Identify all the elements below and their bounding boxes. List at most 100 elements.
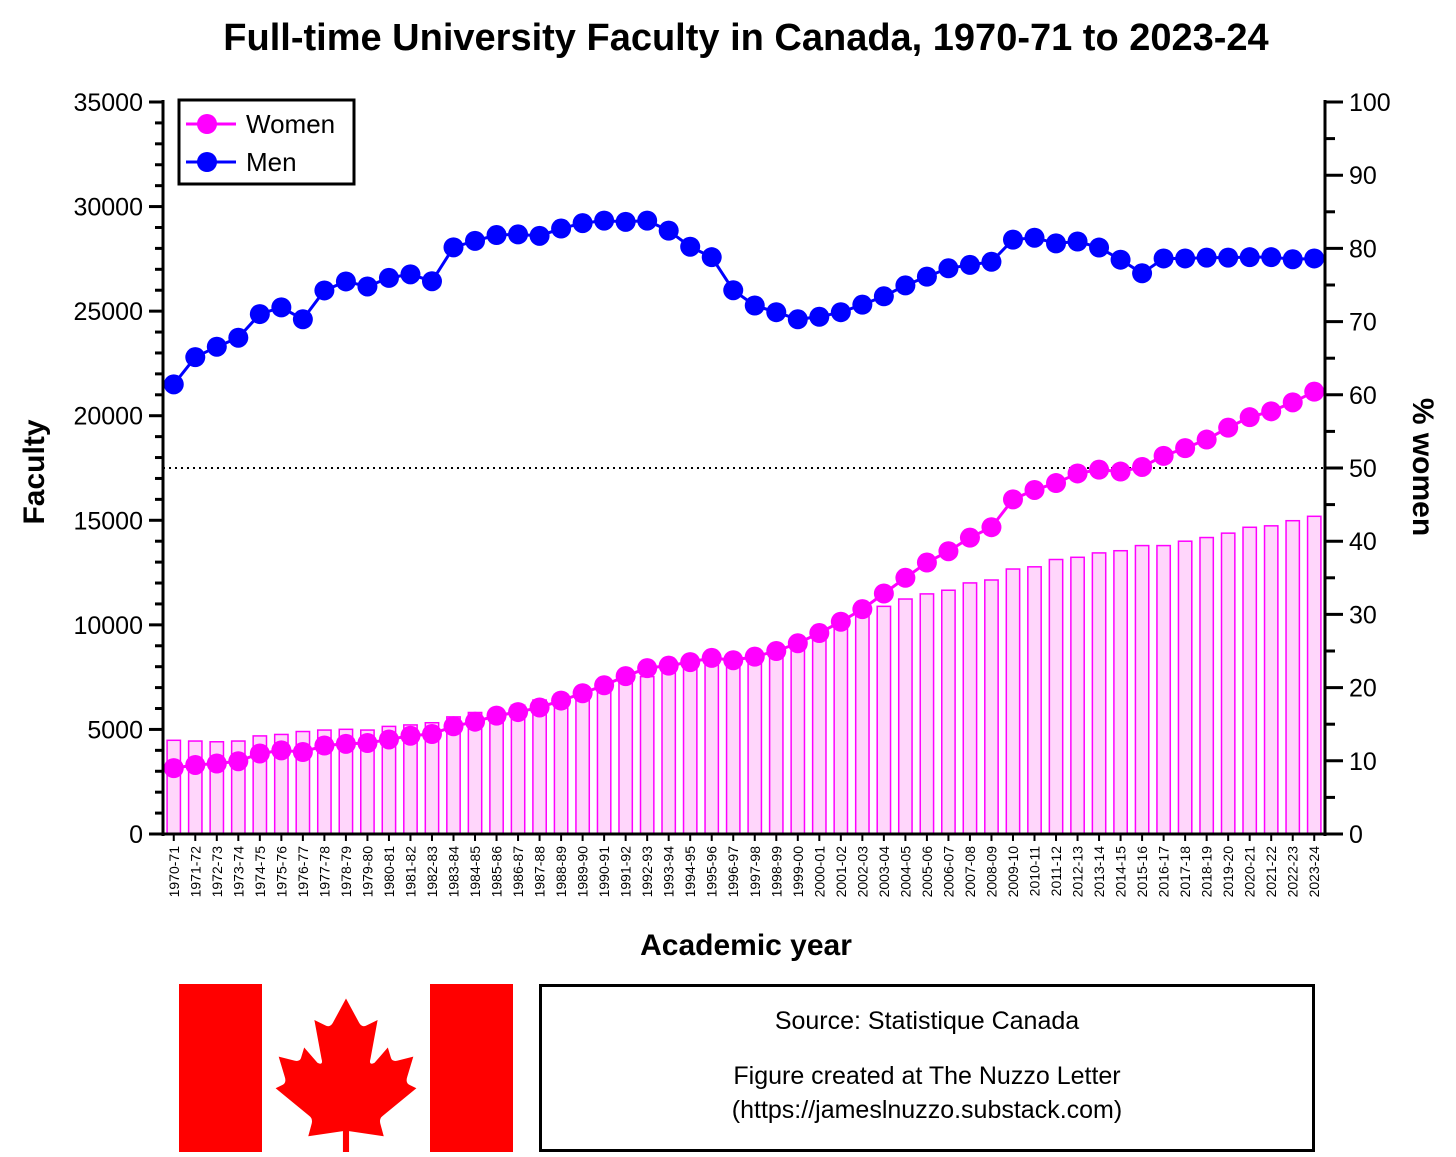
data-point-women [249,743,270,764]
data-point-women [465,711,486,732]
bar-pct-women [682,663,698,835]
data-point-men [744,295,765,316]
x-axis-tick-label: 2018-19 [1199,846,1215,898]
bar-pct-women [1005,568,1021,835]
x-axis-tick-label: 1981-82 [402,846,418,898]
data-point-men [1218,247,1239,268]
x-axis-tick-label: 2005-06 [919,846,935,898]
data-point-women [1261,401,1282,422]
data-point-men [421,271,442,292]
data-point-men [916,266,937,287]
data-point-women [1024,479,1045,500]
data-point-women [852,599,873,620]
data-point-women [873,583,894,604]
x-axis-tick-label: 2016-17 [1156,846,1172,898]
x-axis-tick-label: 1984-85 [467,846,483,898]
data-point-men [508,224,529,245]
x-axis-tick-label: 1982-83 [424,846,440,898]
x-axis-tick-label: 1977-78 [316,846,332,898]
x-axis-tick-label: 2003-04 [876,846,892,898]
data-point-men [1304,248,1325,269]
left-axis-label: Faculty [18,419,51,524]
data-point-men [1046,233,1067,254]
legend-men-label: Men [246,147,297,177]
bar-pct-women [962,582,978,835]
bar-pct-women [510,704,526,835]
data-point-women [895,567,916,588]
data-point-men [787,309,808,330]
data-point-men [551,218,572,239]
data-point-men [615,211,636,232]
bar-pct-women [1177,540,1193,835]
right-axis-tick-label: 30 [1349,601,1377,629]
data-point-men [314,280,335,301]
bar-pct-women [1091,552,1107,835]
data-point-women [916,552,937,573]
x-axis-tick-label: 1973-74 [230,846,246,898]
flag-right-band [430,984,513,1152]
bar-pct-women [1285,519,1301,835]
data-point-men [1110,249,1131,270]
source-box: Source: Statistique Canada Figure create… [539,984,1315,1152]
x-axis-tick-label: 2014-15 [1113,846,1129,898]
bar-pct-women [1134,544,1150,835]
data-point-men [206,336,227,357]
chart-area: Full-time University Faculty in Canada, … [18,17,1439,962]
x-axis-tick-label: 1994-95 [682,846,698,898]
x-axis-tick-label: 1988-89 [553,846,569,898]
data-point-men [228,327,249,348]
x-axis-tick-label: 1989-90 [575,846,591,898]
bar-pct-women [811,636,827,835]
data-point-women [1218,417,1239,438]
bar-pct-women [1070,556,1085,835]
bar-pct-women [1263,525,1279,835]
bar-pct-women [553,693,569,835]
bar-pct-women [1113,549,1128,835]
data-point-men [1282,249,1303,270]
x-axis-tick-label: 1992-93 [639,846,655,898]
credit-line-2: (https://jameslnuzzo.substack.com) [731,1096,1123,1124]
bar-pct-women [661,669,677,835]
flag-left-band [179,984,262,1152]
data-point-men [1089,237,1110,258]
data-point-women [1282,392,1303,413]
data-point-women [508,702,529,723]
bar-pct-women [575,686,591,835]
bar-pct-women [489,708,504,835]
bar-pct-women [1156,544,1172,835]
x-axis-tick-label: 2002-03 [854,846,870,898]
x-axis-tick-label: 2021-22 [1263,846,1279,898]
data-point-men [1175,248,1196,269]
x-axis-tick-label: 1972-73 [209,846,225,898]
left-axis-tick-label: 0 [129,821,143,849]
data-point-men [357,276,378,297]
data-point-men [271,297,292,318]
data-point-women [1002,489,1023,510]
data-point-men [830,302,851,323]
data-point-women [594,675,615,696]
data-point-women [809,623,830,644]
data-point-women [723,650,744,671]
bar-pct-women [768,650,784,835]
data-point-women [228,751,249,772]
data-point-men [1153,248,1174,269]
data-point-women [787,633,808,654]
data-point-women [378,729,399,750]
bar-pct-women [747,657,763,835]
data-point-men [1002,229,1023,250]
left-axis-tick-label: 25000 [73,298,143,326]
data-point-women [766,641,787,661]
data-point-men [895,275,916,296]
bar-pct-women [725,659,741,835]
right-axis-tick-label: 20 [1349,675,1377,703]
data-point-women [1239,407,1260,428]
x-axis-tick-label: 1975-76 [273,846,289,898]
x-axis-tick-label: 2017-18 [1177,846,1193,898]
data-point-women [529,697,550,718]
bar-pct-women [1199,536,1215,835]
right-axis-tick-label: 70 [1349,309,1377,337]
data-point-women [1132,456,1153,477]
x-axis-tick-label: 2023-24 [1306,846,1322,898]
legend: Women Men [177,98,356,186]
x-axis-tick-label: 2006-07 [940,846,956,898]
